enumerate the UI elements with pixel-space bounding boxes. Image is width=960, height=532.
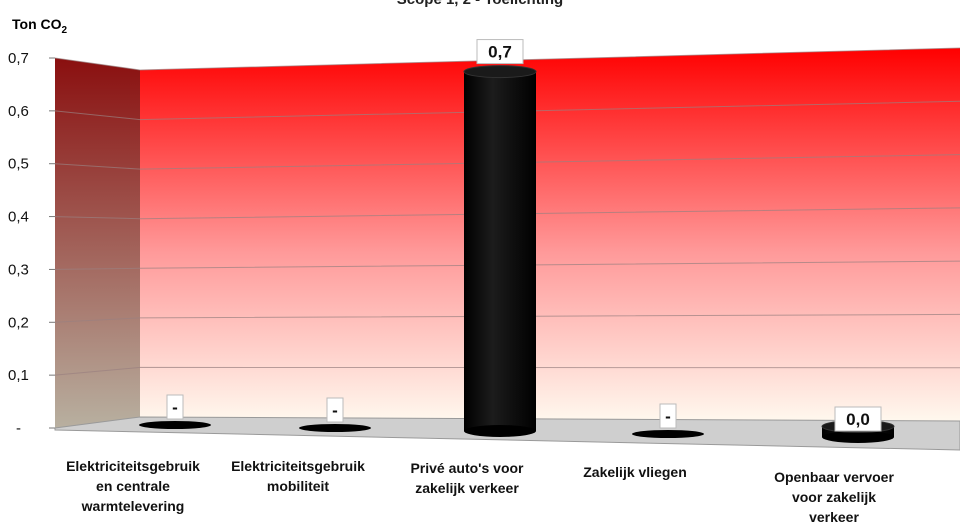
x-tick-label-line: voor zakelijk: [791, 489, 877, 505]
gridline: [54, 47, 960, 71]
y-axis-label-sub: 2: [61, 24, 68, 36]
data-label-box: [834, 406, 882, 432]
x-tick-label: Privé auto's voor zakelijk verkeer: [387, 458, 547, 498]
gridline: [54, 154, 960, 170]
side-wall: [55, 58, 140, 428]
y-axis: - 0,1 0,2 0,3 0,4 0,5 0,6 0,7: [8, 50, 55, 437]
bar: [299, 424, 371, 432]
x-tick-label-line: Privé auto's voor: [410, 460, 524, 476]
data-label-box: [166, 394, 184, 420]
data-label: -: [172, 398, 178, 417]
data-label: 0,0: [846, 410, 870, 429]
plot-walls: [54, 48, 960, 451]
data-label-box: [659, 403, 677, 429]
bar-base: [464, 425, 536, 437]
x-tick-label-line: Elektriciteitsgebruik: [231, 458, 365, 474]
gridline: [54, 260, 960, 270]
gridline: [54, 313, 960, 323]
bar: [139, 421, 211, 429]
bar: [632, 430, 704, 438]
back-wall: [140, 48, 960, 421]
y-tick-label: 0,4: [8, 209, 29, 226]
data-label: 0,7: [488, 43, 512, 62]
chart-title: Scope 1, 2 - Toelichting: [300, 0, 660, 8]
data-label: -: [665, 407, 671, 426]
gridline: [54, 207, 960, 220]
data-labels: - - 0,7 - 0,0: [166, 39, 882, 432]
x-tick-label-line: warmtelevering: [81, 498, 185, 514]
y-axis-label-main: Ton CO: [12, 16, 62, 32]
x-tick-label-line: zakelijk verkeer: [415, 480, 519, 496]
x-tick-label: Openbaar vervoer voor zakelijk verkeer: [754, 467, 914, 527]
y-tick-label: 0,7: [8, 50, 29, 67]
y-tick-label: 0,6: [8, 103, 29, 120]
gridline: [54, 100, 960, 121]
data-label-box: [326, 397, 344, 423]
data-label-box: [476, 39, 524, 65]
y-tick-label: 0,2: [8, 314, 29, 331]
x-tick-label-line: verkeer: [809, 509, 859, 525]
gridline: [54, 366, 960, 376]
y-tick-label: 0,1: [8, 367, 29, 384]
x-tick-label: Elektriciteitsgebruik en centrale warmtele…: [53, 456, 213, 516]
x-tick-label: Elektriciteitsgebruik mobiliteit: [218, 456, 378, 496]
y-tick-label: -: [16, 420, 21, 437]
bar-top: [463, 65, 537, 79]
x-tick-label-line: Elektriciteitsgebruik: [66, 458, 200, 474]
bar-base: [822, 431, 894, 443]
y-axis-label: Ton CO2: [12, 16, 67, 36]
x-tick-label-line: Zakelijk vliegen: [583, 464, 687, 480]
y-tick-label: 0,5: [8, 156, 29, 173]
data-label: -: [332, 401, 338, 420]
x-tick-label-line: mobiliteit: [266, 478, 330, 494]
x-tick-label-line: en centrale: [96, 478, 170, 494]
gridlines: [54, 47, 960, 376]
y-tick-label: 0,3: [8, 261, 29, 278]
x-tick-label-line: Openbaar vervoer: [774, 469, 894, 485]
x-tick-label: Zakelijk vliegen: [555, 462, 715, 482]
bars: [139, 65, 895, 443]
bar: [464, 71, 536, 432]
